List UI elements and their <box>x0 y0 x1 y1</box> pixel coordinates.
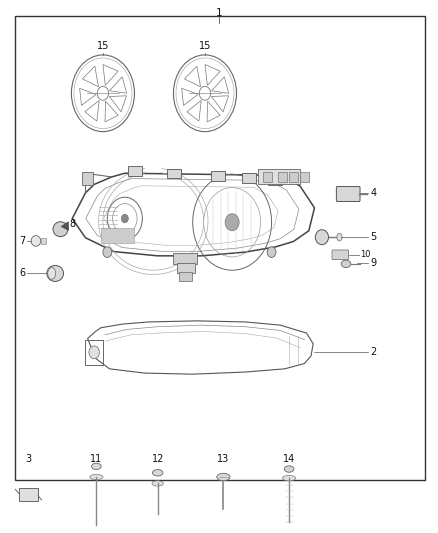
FancyBboxPatch shape <box>167 168 181 178</box>
Circle shape <box>103 247 112 257</box>
FancyBboxPatch shape <box>177 263 195 273</box>
FancyBboxPatch shape <box>82 172 93 185</box>
Ellipse shape <box>217 473 230 481</box>
Ellipse shape <box>48 268 56 279</box>
Text: 15: 15 <box>199 41 211 51</box>
FancyBboxPatch shape <box>128 166 142 175</box>
Text: 4: 4 <box>370 188 376 198</box>
Ellipse shape <box>31 236 41 246</box>
FancyBboxPatch shape <box>179 272 192 281</box>
Circle shape <box>267 247 276 257</box>
Ellipse shape <box>337 233 342 241</box>
Ellipse shape <box>341 260 351 268</box>
FancyBboxPatch shape <box>332 250 349 260</box>
FancyBboxPatch shape <box>336 187 360 201</box>
FancyBboxPatch shape <box>263 172 272 182</box>
FancyBboxPatch shape <box>19 488 38 501</box>
Ellipse shape <box>152 470 163 476</box>
Ellipse shape <box>152 481 163 486</box>
FancyBboxPatch shape <box>101 228 134 243</box>
Ellipse shape <box>53 222 68 237</box>
FancyBboxPatch shape <box>242 173 256 183</box>
Ellipse shape <box>92 463 101 470</box>
Text: 12: 12 <box>152 454 164 464</box>
Text: 2: 2 <box>370 347 376 357</box>
Text: 9: 9 <box>370 259 376 268</box>
Text: 6: 6 <box>19 268 25 278</box>
Ellipse shape <box>90 474 103 480</box>
Text: 10: 10 <box>360 251 371 259</box>
FancyBboxPatch shape <box>41 238 46 244</box>
FancyBboxPatch shape <box>173 253 197 264</box>
Text: 7: 7 <box>19 236 25 246</box>
Text: 11: 11 <box>90 454 102 464</box>
Text: 1: 1 <box>215 8 223 18</box>
FancyBboxPatch shape <box>278 172 287 182</box>
Ellipse shape <box>284 466 294 472</box>
Circle shape <box>121 214 128 223</box>
Text: 3: 3 <box>25 454 32 464</box>
Circle shape <box>225 214 239 231</box>
Text: 5: 5 <box>370 232 376 241</box>
Text: 8: 8 <box>69 219 75 229</box>
FancyBboxPatch shape <box>300 172 309 182</box>
Text: 15: 15 <box>97 41 109 51</box>
Circle shape <box>89 346 99 359</box>
FancyBboxPatch shape <box>258 169 300 184</box>
Ellipse shape <box>47 265 64 281</box>
Text: 14: 14 <box>283 454 295 464</box>
Ellipse shape <box>315 230 328 245</box>
FancyBboxPatch shape <box>289 172 298 182</box>
FancyBboxPatch shape <box>211 172 225 181</box>
Ellipse shape <box>283 475 296 481</box>
Text: 13: 13 <box>217 454 230 464</box>
FancyBboxPatch shape <box>268 175 282 184</box>
Polygon shape <box>61 222 68 230</box>
